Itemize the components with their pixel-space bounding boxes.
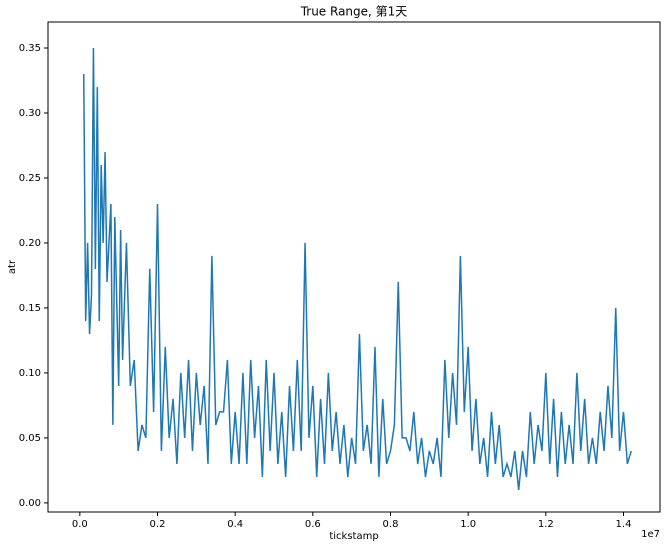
y-tick-label: 0.05 [19,433,41,444]
x-axis-label: tickstamp [329,531,378,542]
y-tick-label: 0.35 [19,43,41,54]
x-offset-label: 1e7 [641,529,660,540]
y-axis-label: atr [7,259,18,274]
data-line [82,47,632,490]
chart-title: True Range, 第1天 [300,5,408,19]
plot-frame [47,21,661,513]
y-tick-label: 0.20 [19,238,41,249]
y-tick-label: 0.15 [19,303,41,314]
y-tick-label: 0.10 [19,368,41,379]
x-tick-label: 1.4 [616,519,632,530]
x-tick-label: 1.0 [460,519,476,530]
y-tick-label: 0.25 [19,173,41,184]
x-tick-label: 0.8 [383,519,399,530]
x-tick-label: 0.2 [150,519,166,530]
x-tick-label: 0.0 [72,519,88,530]
x-tick-label: 1.2 [538,519,554,530]
y-tick-label: 0.00 [19,498,41,509]
x-tick-label: 0.4 [227,519,243,530]
y-tick-label: 0.30 [19,108,41,119]
x-tick-label: 0.6 [305,519,321,530]
